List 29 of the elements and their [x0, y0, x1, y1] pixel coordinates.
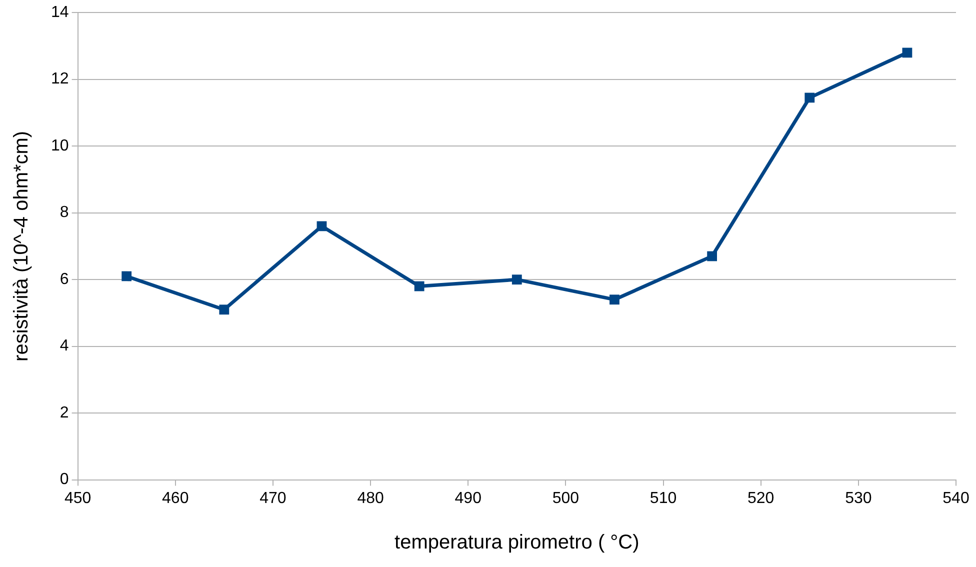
x-tick-label: 520	[747, 490, 774, 507]
x-tick-label: 470	[260, 490, 286, 507]
point	[414, 281, 424, 292]
y-axis-title: resistività (10^-4 ohm*cm)	[10, 130, 33, 362]
y-tick-label: 12	[51, 70, 69, 88]
y-tick-label: 10	[51, 137, 69, 154]
y-tick-label: 2	[60, 404, 69, 422]
x-tick-label: 480	[357, 490, 384, 507]
point	[512, 274, 522, 285]
x-tick-label: 460	[162, 490, 189, 507]
point	[610, 294, 620, 305]
point	[219, 304, 230, 315]
y-tick-label: 0	[60, 471, 69, 488]
x-axis-title: temperatura pirometro ( °C)	[394, 532, 640, 554]
x-tick-label: 500	[552, 490, 580, 507]
x-tick-label: 530	[845, 490, 872, 507]
point	[902, 48, 912, 58]
y-tick-label: 6	[60, 270, 69, 288]
point	[316, 221, 327, 232]
point	[122, 271, 132, 282]
x-tick-label: 510	[650, 490, 677, 507]
x-tick-label: 490	[454, 490, 482, 507]
y-tick-label: 14	[51, 4, 69, 22]
y-tick-label: 8	[60, 204, 69, 222]
point	[707, 251, 718, 262]
x-tick-label: 540	[942, 490, 970, 507]
x-tick-label: 450	[64, 490, 92, 507]
y-tick-label: 4	[60, 338, 69, 355]
point	[804, 92, 815, 103]
